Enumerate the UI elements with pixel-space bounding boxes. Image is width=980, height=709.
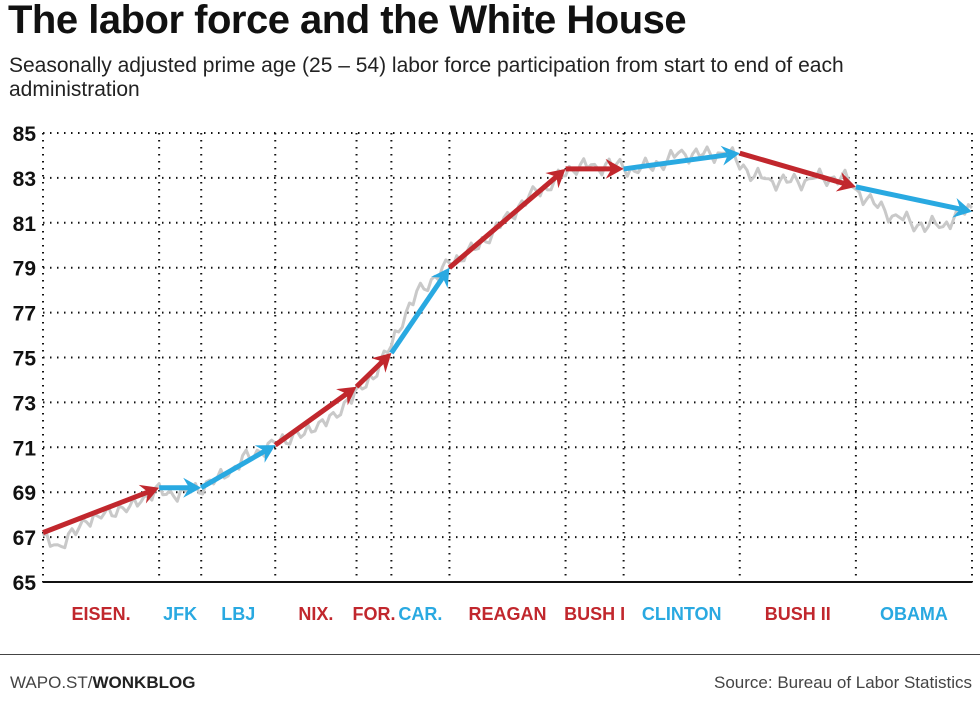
y-tick-label: 67: [13, 527, 36, 550]
arrow-shaft: [273, 391, 349, 448]
administration-label: JFK: [163, 604, 197, 624]
administration-label: LBJ: [221, 604, 255, 624]
arrow-head: [183, 477, 202, 498]
arrow-head: [336, 386, 357, 406]
arrow-shaft: [739, 150, 846, 186]
chart-title: The labor force and the White House: [8, 0, 687, 42]
arrow-shaft: [855, 184, 961, 212]
arrow-shaft: [389, 276, 445, 355]
y-tick-label: 71: [13, 437, 37, 460]
y-tick-label: 75: [13, 348, 37, 371]
administration-label: FOR.: [352, 604, 395, 624]
y-tick-label: 73: [13, 392, 36, 415]
administration-label: BUSH II: [765, 604, 831, 624]
arrow-shaft: [354, 359, 385, 389]
arrow-head: [545, 168, 566, 189]
y-tick-label: 81: [13, 213, 37, 236]
administration-label: OBAMA: [880, 604, 948, 624]
administration-labels: EISEN. JFK LBJ NIX. FOR. CAR. REAGAN BUSH I CLIN…: [72, 604, 948, 624]
y-tick-label: 83: [13, 168, 36, 191]
arrow-head: [835, 172, 856, 192]
arrow-shaft: [447, 174, 559, 270]
source-note: Source: Bureau of Labor Statistics: [714, 673, 972, 692]
footer-divider: [0, 654, 980, 655]
credit-brand: WONKBLOG: [92, 673, 196, 692]
arrow-head: [138, 484, 160, 504]
arrow-head: [371, 353, 392, 373]
administration-label: NIX.: [298, 604, 333, 624]
administration-arrows: [42, 145, 972, 535]
y-tick-label: 65: [13, 572, 37, 595]
arrow-shaft: [623, 152, 729, 172]
administration-label: BUSH I: [564, 604, 625, 624]
administration-label: EISEN.: [72, 604, 131, 624]
arrow-shaft: [199, 448, 267, 490]
arrow-head: [254, 445, 276, 463]
y-tick-label: 79: [13, 258, 36, 281]
grid: [42, 132, 973, 588]
credit-prefix: WAPO.ST/: [10, 673, 93, 692]
y-tick-label: 85: [13, 123, 37, 146]
credit: WAPO.ST/WONKBLOG: [10, 673, 195, 693]
administration-label: CAR.: [398, 604, 442, 624]
y-axis-ticks: 65 67 69 71 73 75 77 79 81 83 85: [13, 123, 37, 595]
chart: 65 67 69 71 73 75 77 79 81 83 85 EISEN. JFK LBJ NIX. F…: [13, 123, 974, 624]
administration-label: CLINTON: [642, 604, 722, 624]
arrow-head: [605, 158, 624, 179]
arrow-head: [952, 198, 972, 218]
y-tick-label: 77: [13, 303, 36, 326]
administration-label: REAGAN: [468, 604, 546, 624]
arrow-shaft: [42, 489, 149, 535]
chart-subtitle: Seasonally adjusted prime age (25 – 54) …: [9, 54, 844, 101]
arrow-head: [720, 145, 740, 166]
arrow-head: [431, 267, 450, 289]
y-tick-label: 69: [13, 482, 36, 505]
